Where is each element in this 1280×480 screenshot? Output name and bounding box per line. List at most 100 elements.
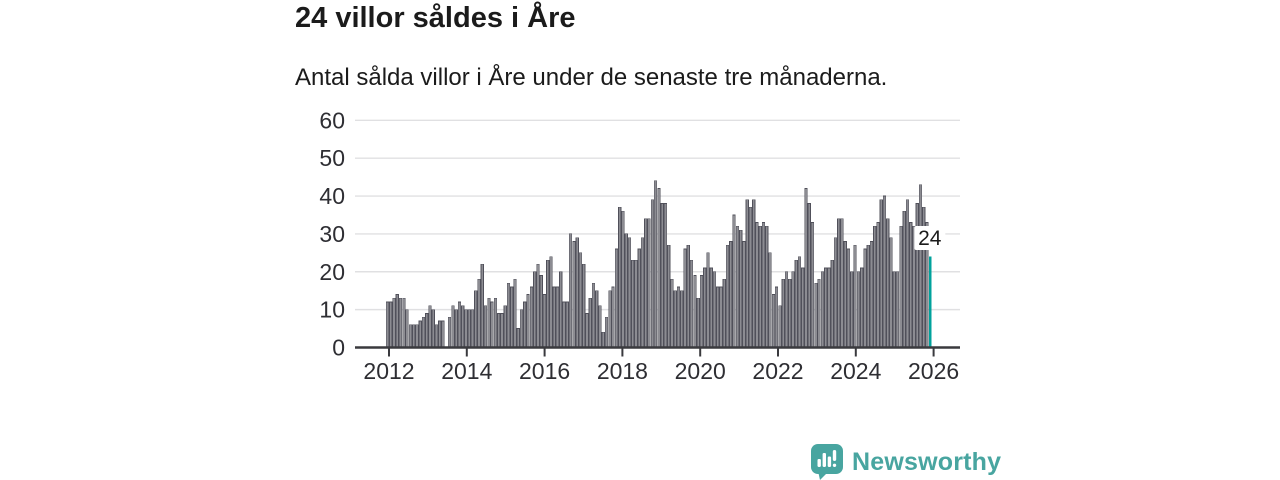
bar — [640, 237, 645, 348]
bar — [385, 301, 390, 348]
bar — [794, 260, 798, 348]
bar — [608, 290, 612, 348]
x-axis-label: 2018 — [597, 358, 648, 384]
bar — [902, 210, 906, 348]
bar — [807, 203, 811, 348]
bar — [595, 290, 599, 348]
bar — [539, 275, 543, 348]
x-axis-label: 2022 — [752, 358, 803, 384]
bar — [621, 210, 625, 348]
bar — [418, 320, 422, 348]
bar — [477, 278, 481, 348]
bar — [915, 203, 919, 348]
bar — [690, 260, 694, 348]
bar — [591, 282, 596, 348]
bar — [497, 313, 501, 348]
bar — [428, 305, 432, 348]
bar — [480, 263, 484, 348]
bar — [627, 237, 632, 348]
bar — [712, 271, 717, 348]
bar — [457, 301, 462, 348]
bar — [856, 271, 860, 348]
bar — [778, 305, 782, 348]
bar — [797, 256, 802, 348]
newsworthy-logo[interactable]: Newsworthy — [810, 443, 1001, 480]
bar — [719, 286, 723, 348]
bar — [761, 222, 766, 348]
bar — [791, 271, 795, 348]
bar — [578, 252, 583, 348]
x-axis-label: 2020 — [675, 358, 726, 384]
bar — [529, 286, 533, 348]
bar — [693, 275, 697, 348]
y-axis-label: 10 — [319, 297, 345, 323]
bar — [572, 241, 576, 348]
bar — [454, 309, 458, 348]
x-axis-label: 2026 — [908, 358, 959, 384]
bar — [546, 260, 550, 348]
bar — [732, 214, 736, 348]
bar — [896, 271, 900, 348]
bar — [784, 271, 789, 348]
bar — [484, 305, 488, 348]
bar — [863, 248, 867, 348]
bar — [765, 225, 769, 348]
bar — [604, 316, 609, 348]
bar — [758, 225, 762, 348]
bar — [425, 313, 429, 348]
bar — [559, 271, 563, 348]
bar — [503, 305, 507, 348]
bar — [398, 297, 403, 348]
bar — [631, 260, 635, 348]
bar — [451, 305, 455, 348]
bar — [810, 222, 815, 348]
bar — [513, 278, 517, 348]
bar — [526, 294, 530, 348]
bar — [392, 297, 396, 348]
bar — [840, 218, 844, 348]
bar — [873, 225, 877, 348]
bar — [703, 267, 707, 348]
bar — [752, 199, 756, 348]
bar — [699, 275, 704, 348]
bar — [405, 309, 409, 348]
bar — [706, 252, 710, 348]
bar — [909, 222, 913, 348]
bar — [670, 278, 674, 348]
bar — [389, 301, 393, 348]
bar — [739, 229, 743, 348]
bar — [745, 199, 749, 348]
bar — [582, 263, 586, 348]
bar — [660, 203, 664, 348]
bar — [516, 328, 520, 348]
bar — [876, 222, 880, 348]
bar — [611, 286, 615, 348]
bar — [830, 260, 834, 348]
bar — [598, 305, 602, 348]
bar — [820, 271, 825, 348]
bar — [552, 286, 556, 348]
bar — [588, 297, 592, 348]
last-value-label: 24 — [918, 227, 942, 250]
bar — [748, 207, 753, 348]
x-axis-label: 2014 — [441, 358, 492, 384]
bar — [490, 301, 494, 348]
bar — [438, 320, 442, 348]
bar — [742, 241, 746, 348]
bar — [637, 248, 641, 348]
bar — [725, 244, 730, 348]
bar — [771, 294, 775, 348]
bar — [461, 305, 465, 348]
bar — [431, 309, 435, 348]
page-title: 24 villor såldes i Åre — [295, 2, 576, 34]
y-axis-label: 0 — [332, 335, 345, 361]
bar — [716, 286, 720, 348]
bar — [866, 244, 870, 348]
bar — [775, 286, 779, 348]
bar — [676, 286, 681, 348]
bar — [853, 244, 857, 348]
x-axis-label: 2024 — [830, 358, 881, 384]
bar — [722, 278, 726, 348]
y-axis-label: 40 — [319, 183, 345, 209]
